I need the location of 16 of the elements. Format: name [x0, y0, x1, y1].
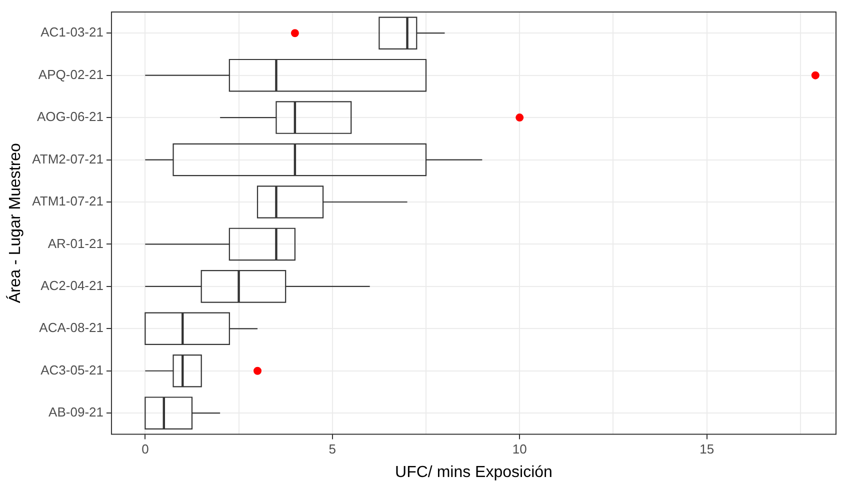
y-tick-label: AB-09-21: [48, 404, 104, 420]
y-tick-label: ATM1-07-21: [32, 194, 104, 209]
y-axis-title: Área - Lugar Muestreo: [6, 142, 24, 304]
y-tick-label: AC1-03-21: [40, 24, 104, 40]
y-tick-label: APQ-02-21: [38, 66, 104, 82]
y-tick-label: AOG-06-21: [37, 109, 104, 124]
y-tick-label: AC3-05-21: [40, 362, 104, 378]
x-axis-title: UFC/ mins Exposición: [395, 464, 552, 481]
x-tick-label: 15: [700, 442, 714, 457]
y-tick-label: AC2-04-21: [40, 278, 104, 294]
y-tick-label: ACA-08-21: [39, 320, 104, 336]
x-tick-label: 0: [142, 442, 149, 457]
y-tick-label: AR-01-21: [48, 236, 104, 251]
y-tick-label: ATM2-07-21: [32, 151, 104, 166]
x-tick-label: 5: [328, 442, 336, 457]
x-tick-label: 10: [512, 442, 527, 457]
